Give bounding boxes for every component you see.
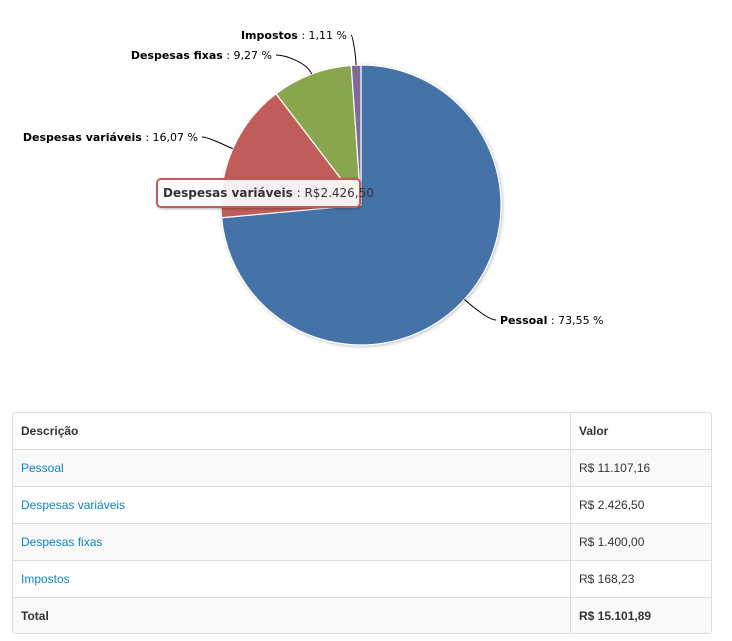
slice-label-value: : 16,07 %	[142, 131, 198, 144]
total-label: Total	[13, 597, 571, 633]
row-link-despesas-fixas[interactable]: Despesas fixas	[21, 535, 103, 549]
slice-label: Impostos : 1,11 %	[241, 29, 347, 42]
pie-slice[interactable]	[275, 64, 362, 206]
label-connector	[201, 136, 234, 150]
tooltip-name: Despesas variáveis	[163, 186, 293, 200]
total-value: R$ 15.101,89	[570, 597, 711, 633]
summary-table: Descrição Valor Pessoal R$ 11.107,16 Des…	[12, 412, 712, 634]
label-connector	[275, 54, 313, 75]
table-row: Pessoal R$ 11.107,16	[13, 449, 711, 487]
slice-label: Despesas fixas : 9,27 %	[131, 49, 272, 62]
table-header-row: Descrição Valor	[13, 413, 711, 450]
pie-chart: Pessoal : 73,55 % Despesas variáveis : 16…	[23, 29, 604, 346]
header-valor: Valor	[570, 413, 711, 450]
label-connector	[464, 299, 497, 321]
header-descricao: Descrição	[21, 424, 79, 438]
slice-label-name: Pessoal	[500, 314, 547, 327]
tooltip: Despesas variáveis : R$2.426,50	[156, 178, 374, 208]
tooltip-value: R$2.426,50	[304, 186, 373, 200]
row-link-pessoal[interactable]: Pessoal	[21, 461, 64, 475]
table-row: Despesas fixas R$ 1.400,00	[13, 523, 711, 561]
slice-label-value: : 9,27 %	[223, 49, 272, 62]
slice-label-name: Impostos	[241, 29, 298, 42]
slice-label-value: : 73,55 %	[547, 314, 603, 327]
slice-label: Despesas variáveis : 16,07 %	[23, 131, 198, 144]
slice-label-value: : 1,11 %	[298, 29, 347, 42]
table-row: Despesas variáveis R$ 2.426,50	[13, 486, 711, 524]
svg-text:Despesas variáveis : R$2.426,5: Despesas variáveis : R$2.426,50	[163, 186, 374, 200]
label-connector	[350, 34, 357, 66]
slice-label-name: Despesas variáveis	[23, 131, 142, 144]
row-link-despesas-variaveis[interactable]: Despesas variáveis	[21, 498, 126, 512]
slice-label-name: Despesas fixas	[131, 49, 223, 62]
row-link-impostos[interactable]: Impostos	[21, 572, 70, 586]
table-row: Impostos R$ 168,23	[13, 560, 711, 598]
row-value: R$ 168,23	[570, 560, 711, 598]
slice-label: Pessoal : 73,55 %	[500, 314, 604, 327]
row-value: R$ 1.400,00	[570, 523, 711, 561]
row-value: R$ 2.426,50	[570, 486, 711, 524]
row-value: R$ 11.107,16	[570, 449, 711, 487]
table-total-row: Total R$ 15.101,89	[13, 597, 711, 633]
